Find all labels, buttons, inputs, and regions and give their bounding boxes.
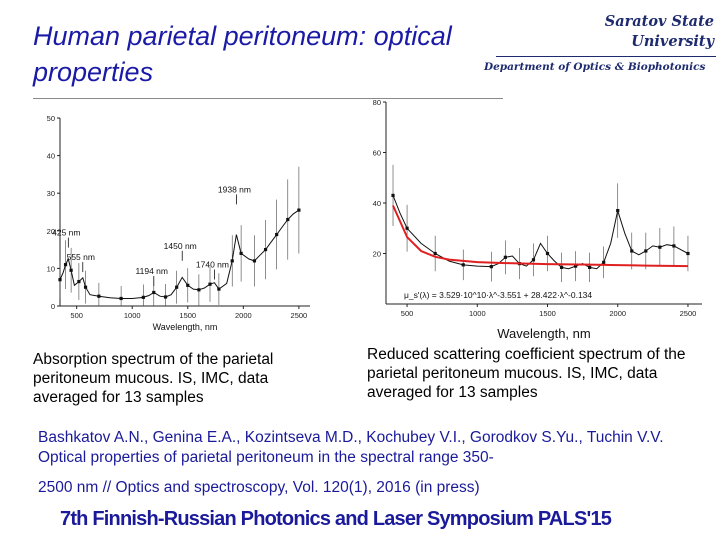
data-point [658,245,662,249]
data-point [297,208,301,212]
x-tick-label: 1000 [124,311,141,320]
data-point [574,264,578,268]
scattering-caption: Reduced scattering coefficient spectrum … [367,346,686,401]
data-point [545,251,550,256]
x-tick-label: 500 [401,309,414,318]
y-tick-label: 20 [373,250,381,259]
x-tick-label: 2500 [680,309,697,318]
conference-footer: 7th Finnish-Russian Photonics and Laser … [60,508,612,530]
y-tick-label: 60 [373,149,381,158]
reference-line-b: 2500 nm // Optics and spectroscopy, Vol.… [38,479,480,496]
peak-annotation-label: 1450 nm [164,241,197,251]
data-point [391,193,395,198]
y-tick-label: 40 [47,152,55,161]
y-tick-label: 50 [47,114,55,123]
department-name: Department of Optics & Biophotonics [484,61,706,73]
data-point [152,290,156,295]
data-point [186,283,190,287]
series-line [392,205,689,268]
data-point [119,296,123,301]
x-tick-label: 2000 [609,309,626,318]
data-point [230,259,234,263]
data-point [275,232,279,237]
x-axis-label: Wavelength, nm [497,326,590,341]
data-point [503,255,507,259]
data-point [686,251,690,256]
y-tick-label: 40 [373,199,381,208]
slide-title: Human parietal peritoneum: optical prope… [33,21,452,87]
data-point [63,263,68,267]
data-point [405,226,409,230]
data-point [97,294,101,298]
series-line [59,209,300,299]
data-point [489,265,493,269]
x-tick-label: 500 [70,311,83,320]
data-point [602,260,606,264]
data-point [77,279,81,284]
data-point [286,217,290,222]
peak-annotation-label: 1194 nm [136,266,168,276]
data-point [672,244,676,248]
fit-equation-label: μ_s'(λ) = 3.529·10^10·λ^-3.551 + 28.422·… [404,290,592,300]
data-point [252,259,257,263]
peak-annotation-label: 1740 nm [196,260,229,270]
data-point [461,263,465,267]
x-axis-label: Wavelength, nm [153,322,218,332]
y-tick-label: 30 [47,189,55,198]
university-line-1: Saratov State [604,13,714,30]
absorption-caption: Absorption spectrum of the parietal peri… [33,351,274,406]
scattering-spectrum-chart: 500 1000 1500 2000 2500 20 40 60 80 Wavelength, n… [373,98,702,341]
data-point [644,249,648,253]
data-point [239,251,243,255]
title-divider [33,98,503,99]
university-name: Saratov State University [605,12,714,52]
x-tick-label: 2500 [291,311,308,320]
absorption-spectrum-chart: 500 1000 1500 2000 2500 0 10 20 30 40 50 Wavelength… [47,114,310,332]
data-point [588,265,592,269]
peak-annotation-label: 1938 nm [218,184,251,194]
data-point [163,295,168,299]
y-tick-label: 20 [47,227,55,236]
data-point [69,268,73,272]
data-point [58,278,62,282]
data-point [630,249,634,253]
university-line-2: University [631,33,714,50]
data-point [616,208,620,213]
data-point [208,282,212,286]
data-point [197,288,201,292]
data-point [217,287,221,291]
x-tick-label: 1500 [179,311,196,320]
y-tick-label: 10 [47,264,55,273]
data-point [141,295,145,299]
peak-annotation-label: 555 nm [67,252,95,262]
reference-line-a: Bashkatov A.N., Genina E.A., Kozintseva … [38,429,664,466]
university-divider [496,56,716,57]
x-tick-label: 1000 [469,309,486,318]
data-point [559,265,564,269]
y-tick-label: 0 [51,302,55,311]
data-point [175,285,179,289]
y-tick-label: 80 [373,98,381,107]
peak-annotation-label: 425 nm [52,228,80,238]
data-point [83,285,88,289]
data-point [263,248,268,252]
x-tick-label: 2000 [235,311,252,320]
x-tick-label: 1500 [539,309,556,318]
data-point [531,258,536,262]
data-point [433,251,437,256]
